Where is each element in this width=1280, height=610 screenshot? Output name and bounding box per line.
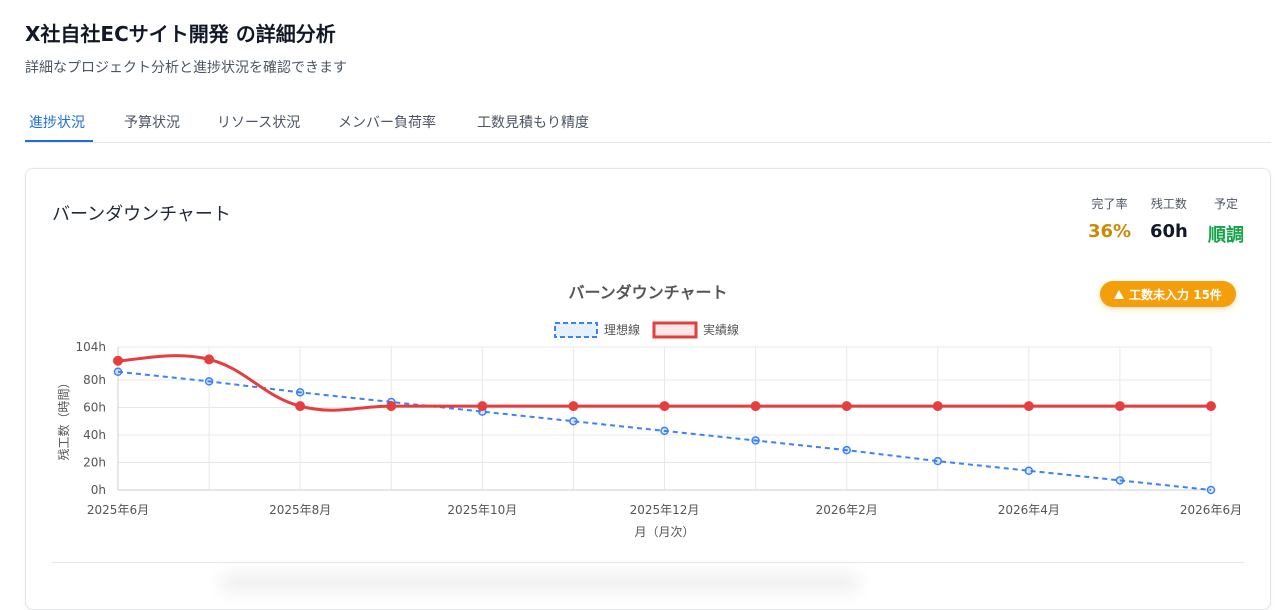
- ideal-point: [842, 445, 851, 455]
- tab-budget[interactable]: 予算状況: [124, 115, 180, 131]
- remaining-hours-value: 60h: [1150, 221, 1188, 242]
- x-tick-label: 2026年6月: [1180, 503, 1242, 517]
- x-tick-label: 2026年2月: [816, 503, 878, 517]
- legend-label-ideal: 理想線: [604, 322, 640, 337]
- y-tick-label: 0h: [91, 483, 106, 497]
- warning-icon: [1114, 289, 1125, 299]
- ideal-point: [660, 426, 669, 436]
- ideal-point: [933, 456, 942, 466]
- tab-estimate-accuracy[interactable]: 工数見積もり精度: [477, 115, 589, 131]
- actual-point: [1023, 401, 1034, 412]
- actual-point: [932, 401, 943, 412]
- actual-point: [1206, 401, 1216, 412]
- remaining-hours-stat: 残工数 60h: [1150, 195, 1188, 242]
- ideal-point: [295, 388, 305, 397]
- missing-hours-badge[interactable]: 工数未入力 15件: [1100, 281, 1236, 307]
- chart-title: バーンダウンチャート: [568, 283, 727, 302]
- schedule-value: 順調: [1208, 225, 1244, 246]
- actual-point: [568, 401, 579, 412]
- burndown-chart: 0h 20h 40h 60h 80h 104h 2025年6月 2025年8月 2025年10月…: [56, 283, 1242, 539]
- ideal-point: [113, 367, 123, 376]
- completion-rate-stat: 完了率 36%: [1088, 195, 1131, 242]
- actual-point: [113, 355, 123, 366]
- page-title: X社自社ECサイト開発 の詳細分析: [25, 22, 336, 46]
- ideal-point: [1024, 466, 1034, 475]
- legend-swatch-ideal: [554, 322, 598, 338]
- y-tick-label: 104h: [75, 340, 106, 354]
- missing-hours-label: 工数未入力 15件: [1129, 287, 1222, 302]
- ideal-point: [751, 436, 760, 445]
- tab-progress[interactable]: 進捗状況: [29, 115, 85, 131]
- y-tick-label: 40h: [83, 428, 106, 442]
- ideal-point: [1115, 476, 1125, 485]
- actual-point: [295, 401, 306, 412]
- page-subtitle: 詳細なプロジェクト分析と進捗状況を確認できます: [25, 60, 347, 76]
- y-tick-label: 20h: [83, 456, 106, 470]
- tab-bar: 進捗状況 予算状況 リソース状況 メンバー負荷率 工数見積もり精度: [25, 102, 1271, 143]
- y-axis-title: 残工数（時間）: [56, 376, 71, 460]
- tab-member-load[interactable]: メンバー負荷率: [338, 115, 436, 131]
- completion-rate-value: 36%: [1088, 221, 1132, 242]
- x-tick-label: 2025年8月: [269, 503, 331, 517]
- x-tick-label: 2025年6月: [87, 503, 149, 517]
- actual-point: [750, 401, 761, 412]
- actual-point: [204, 354, 215, 365]
- actual-point: [386, 401, 397, 412]
- x-tick-label: 2025年10月: [447, 503, 517, 517]
- y-tick-label: 60h: [83, 401, 106, 415]
- legend-label-actual: 実績線: [703, 322, 739, 337]
- ideal-line: [117, 370, 1212, 491]
- burndown-card: バーンダウンチャート 完了率 36% 残工数 60h 予定 順調: [25, 168, 1271, 610]
- tab-resources[interactable]: リソース状況: [217, 115, 301, 131]
- actual-point: [477, 401, 488, 412]
- ideal-point: [1206, 485, 1216, 495]
- schedule-stat: 予定 順調: [1208, 195, 1244, 247]
- active-tab-indicator: [25, 140, 93, 142]
- schedule-label: 予定: [1213, 197, 1238, 211]
- ideal-point: [204, 377, 214, 386]
- card-title: バーンダウンチャート: [52, 204, 231, 225]
- x-tick-label: 2025年12月: [630, 503, 700, 517]
- next-panel-shadow: [220, 572, 860, 592]
- completion-rate-label: 完了率: [1091, 197, 1128, 211]
- legend-swatch-actual: [652, 321, 698, 339]
- actual-point: [841, 401, 852, 412]
- card-divider: [52, 562, 1244, 563]
- remaining-hours-label: 残工数: [1150, 197, 1187, 211]
- x-axis-title: 月（月次）: [634, 525, 694, 539]
- y-tick-label: 80h: [83, 373, 106, 387]
- actual-point: [659, 401, 670, 412]
- ideal-point: [569, 417, 578, 426]
- actual-point: [1114, 401, 1125, 412]
- x-tick-label: 2026年4月: [998, 503, 1060, 517]
